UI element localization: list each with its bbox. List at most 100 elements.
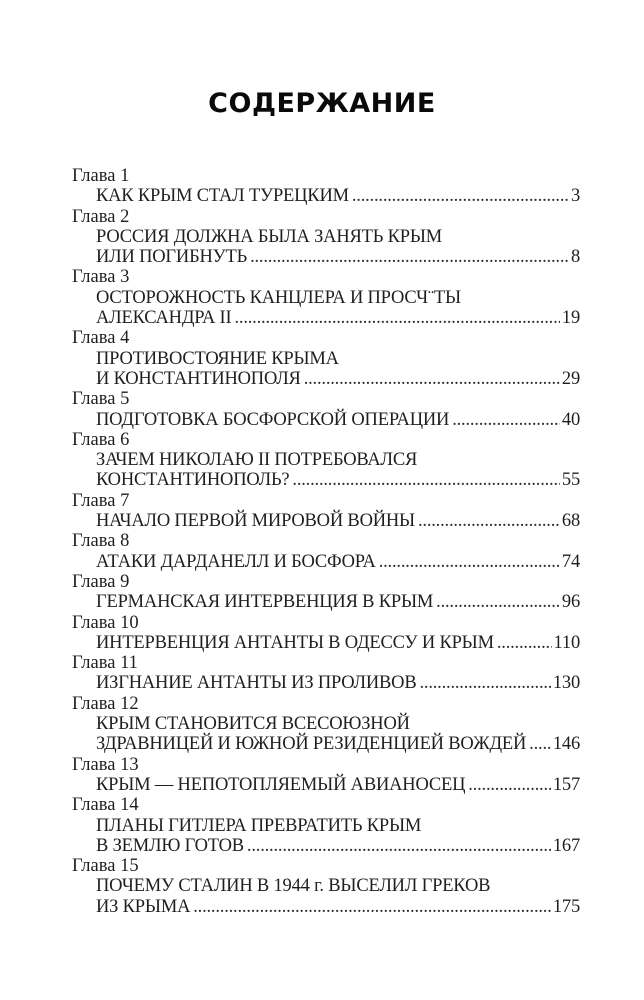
chapter-label: Глава 8 (72, 531, 130, 552)
chapter-title-line: В ЗЕМЛЮ ГОТОВ 167 (72, 836, 580, 856)
chapter-title-line: ПОЧЕМУ СТАЛИН В 1944 г. ВЫСЕЛИЛ ГРЕКОВ (96, 876, 491, 897)
chapter-title-line: НАЧАЛО ПЕРВОЙ МИРОВОЙ ВОЙНЫ 68 (72, 511, 580, 531)
chapter-title-text: ЗДРАВНИЦЕЙ И ЮЖНОЙ РЕЗИДЕНЦИЕЙ ВОЖДЕЙ (96, 734, 527, 755)
chapter-title-line: КОНСТАНТИНОПОЛЬ? 55 (72, 470, 580, 490)
dot-leader (497, 633, 552, 653)
dot-leader (529, 734, 551, 754)
toc-entry: Глава 12 КРЫМ СТАНОВИТСЯ ВСЕСОЮЗНОЙ ЗДРАВН… (72, 694, 580, 755)
toc-entry: Глава 4 ПРОТИВОСТОЯНИЕ КРЫМА И КОНСТАНТИНО… (72, 328, 580, 389)
chapter-label: Глава 6 (72, 429, 130, 450)
chapter-title-line: ПОДГОТОВКА БОСФОРСКОЙ ОПЕРАЦИИ 40 (72, 410, 580, 430)
chapter-title-text: КОНСТАНТИНОПОЛЬ? (96, 470, 290, 491)
chapter-title-line: ИЗГНАНИЕ АНТАНТЫ ИЗ ПРОЛИВОВ 130 (72, 673, 580, 693)
chapter-title-line: ОСТОРОЖНОСТЬ КАНЦЛЕРА И ПРОСЧ¨ТЫ (96, 287, 461, 308)
dot-leader (292, 470, 559, 490)
chapter-label: Глава 1 (72, 166, 130, 186)
page-number: 130 (552, 673, 580, 694)
dot-leader (452, 410, 560, 430)
page-number: 96 (561, 592, 580, 613)
chapter-title-text: ИЛИ ПОГИБНУТЬ (96, 247, 248, 268)
page-number: 110 (553, 632, 581, 653)
page-number: 167 (552, 835, 580, 856)
toc-entry: Глава 2 РОССИЯ ДОЛЖНА БЫЛА ЗАНЯТЬ КРЫМ ИЛИ… (72, 207, 580, 268)
chapter-title-line: И КОНСТАНТИНОПОЛЯ 29 (72, 369, 580, 389)
toc-entry: Глава 15 ПОЧЕМУ СТАЛИН В 1944 г. ВЫСЕЛИЛ … (72, 856, 580, 917)
chapter-title-line: ПРОТИВОСТОЯНИЕ КРЫМА (96, 348, 339, 369)
chapter-title-text: КРЫМ — НЕПОТОПЛЯЕМЫЙ АВИАНОСЕЦ (96, 774, 466, 795)
page-number: 68 (561, 511, 580, 532)
chapter-title-text: НАЧАЛО ПЕРВОЙ МИРОВОЙ ВОЙНЫ (96, 511, 415, 532)
chapter-title-text: ИЗГНАНИЕ АНТАНТЫ ИЗ ПРОЛИВОВ (96, 673, 417, 694)
dot-leader (247, 836, 551, 856)
chapter-label: Глава 9 (72, 571, 130, 592)
toc-entry: Глава 3 ОСТОРОЖНОСТЬ КАНЦЛЕРА И ПРОСЧ¨ТЫ А… (72, 267, 580, 328)
dot-leader (304, 369, 560, 389)
chapter-title-line: ЗАЧЕМ НИКОЛАЮ II ПОТРЕБОВАЛСЯ (96, 450, 418, 471)
chapter-title-line: АЛЕКСАНДРА II 19 (72, 308, 580, 328)
chapter-title-text: ПОДГОТОВКА БОСФОРСКОЙ ОПЕРАЦИИ (96, 409, 450, 430)
chapter-label: Глава 4 (72, 328, 130, 349)
dot-leader (193, 897, 551, 917)
page-number: 29 (561, 368, 580, 389)
chapter-title-line: ГЕРМАНСКАЯ ИНТЕРВЕНЦИЯ В КРЫМ 96 (72, 592, 580, 612)
chapter-label: Глава 15 (72, 856, 139, 877)
chapter-label: Глава 14 (72, 795, 139, 816)
page-number: 157 (552, 774, 580, 795)
chapter-title-line: АТАКИ ДАРДАНЕЛЛ И БОСФОРА 74 (72, 552, 580, 572)
dot-leader (436, 592, 560, 612)
chapter-label: Глава 7 (72, 490, 130, 511)
page-number: 55 (561, 470, 580, 491)
chapter-title-line: КРЫМ — НЕПОТОПЛЯЕМЫЙ АВИАНОСЕЦ 157 (72, 775, 580, 795)
chapter-title-line: ЗДРАВНИЦЕЙ И ЮЖНОЙ РЕЗИДЕНЦИЕЙ ВОЖДЕЙ 146 (72, 734, 580, 754)
page-number: 3 (570, 186, 580, 207)
chapter-label: Глава 2 (72, 206, 130, 227)
chapter-label: Глава 5 (72, 389, 130, 410)
dot-leader (250, 247, 569, 267)
chapter-title-text: КАК КРЫМ СТАЛ ТУРЕЦКИМ (96, 186, 349, 207)
chapter-label: Глава 13 (72, 754, 139, 775)
toc-entry: Глава 10 ИНТЕРВЕНЦИЯ АНТАНТЫ В ОДЕССУ И К… (72, 613, 580, 654)
page-title: СОДЕРЖАНИЕ (208, 88, 436, 119)
chapter-title-text: В ЗЕМЛЮ ГОТОВ (96, 835, 244, 856)
page-number: 19 (561, 308, 580, 329)
chapter-label: Глава 12 (72, 693, 139, 714)
page-number: 74 (561, 551, 580, 572)
chapter-title-text: И КОНСТАНТИНОПОЛЯ (96, 368, 301, 389)
page-number: 40 (561, 409, 580, 430)
chapter-title-line: ПЛАНЫ ГИТЛЕРА ПРЕВРАТИТЬ КРЫМ (96, 815, 422, 836)
chapter-title-line: ИЛИ ПОГИБНУТЬ 8 (72, 247, 580, 267)
chapter-title-text: ИНТЕРВЕНЦИЯ АНТАНТЫ В ОДЕССУ И КРЫМ (96, 632, 494, 653)
page-number: 146 (552, 734, 580, 755)
chapter-title-text: АЛЕКСАНДРА II (96, 308, 232, 329)
toc-entry: Глава 6 ЗАЧЕМ НИКОЛАЮ II ПОТРЕБОВАЛСЯ КОНС… (72, 430, 580, 491)
chapter-title-text: ГЕРМАНСКАЯ ИНТЕРВЕНЦИЯ В КРЫМ (96, 592, 434, 613)
toc-entry: Глава 14 ПЛАНЫ ГИТЛЕРА ПРЕВРАТИТЬ КРЫМ В З… (72, 795, 580, 856)
chapter-title-text: АТАКИ ДАРДАНЕЛЛ И БОСФОРА (96, 551, 376, 572)
chapter-title-text: ИЗ КРЫМА (96, 896, 191, 917)
dot-leader (379, 552, 560, 572)
dot-leader (234, 308, 559, 328)
dot-leader (468, 775, 551, 795)
chapter-title-line: КАК КРЫМ СТАЛ ТУРЕЦКИМ 3 (72, 186, 580, 206)
dot-leader (419, 673, 550, 693)
page-number: 8 (570, 247, 580, 268)
chapter-label: Глава 3 (72, 267, 130, 288)
chapter-label: Глава 10 (72, 612, 139, 633)
chapter-title-line: РОССИЯ ДОЛЖНА БЫЛА ЗАНЯТЬ КРЫМ (96, 226, 443, 247)
dot-leader (418, 511, 560, 531)
page-number: 175 (552, 896, 580, 917)
chapter-title-line: ИНТЕРВЕНЦИЯ АНТАНТЫ В ОДЕССУ И КРЫМ 110 (72, 633, 580, 653)
chapter-label: Глава 11 (72, 653, 138, 674)
dot-leader (352, 186, 569, 206)
chapter-title-line: ИЗ КРЫМА 175 (72, 897, 580, 917)
chapter-title-line: КРЫМ СТАНОВИТСЯ ВСЕСОЮЗНОЙ (96, 714, 410, 735)
